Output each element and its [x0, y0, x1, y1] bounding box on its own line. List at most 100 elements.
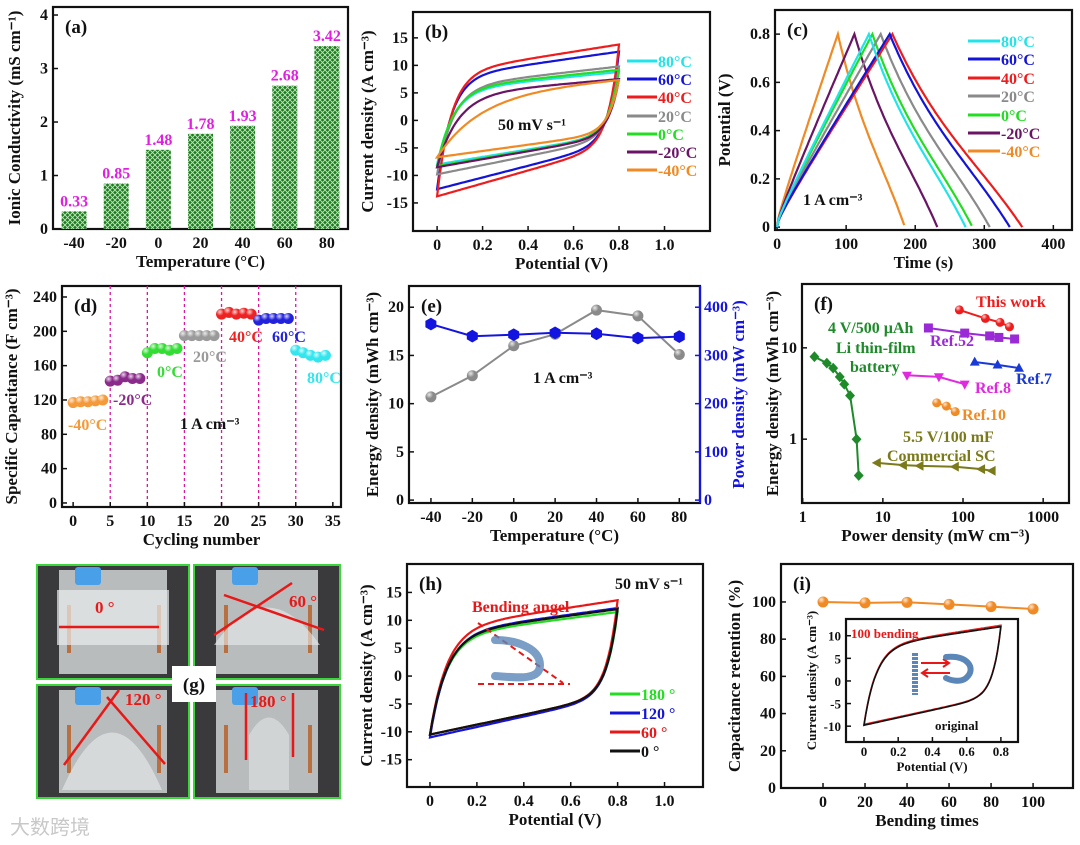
x-tick-label: 1: [799, 509, 807, 526]
annotation: 1 A cm⁻³: [803, 192, 863, 209]
marker-highlight: [282, 312, 294, 324]
x-tick-label: 0.8: [608, 793, 628, 810]
y-axis-label: Ionic Conductivity (mS cm⁻¹): [5, 11, 24, 226]
y-tick-label: 0: [768, 780, 776, 797]
x-tick-label: 100: [951, 509, 975, 526]
legend-label: 120 °: [641, 706, 675, 723]
x-tick-label: -20: [462, 509, 483, 526]
y-axis-label: Current density (A cm⁻³): [357, 584, 376, 766]
y-tick-label: 0.4: [750, 123, 770, 140]
series-label: 40°C: [229, 329, 263, 346]
y-tick-label: 0: [40, 221, 48, 238]
x-axis-label: Potential (V): [896, 759, 967, 774]
y2-tick-label: 100: [704, 444, 728, 461]
bar-value-label: 1.48: [144, 132, 172, 149]
copper-electrode: [67, 725, 71, 773]
series-label: Ref.8: [975, 380, 1011, 397]
data-point-hexagon: [425, 317, 437, 331]
marker-highlight: [995, 317, 1005, 327]
y-tick-label: 3: [40, 61, 48, 78]
bending-photo-3: 180 °: [193, 684, 341, 799]
bending-angle-label: 60 °: [289, 592, 317, 611]
annotation: original: [935, 718, 979, 733]
x-axis-label: Power density (mW cm⁻³): [841, 526, 1030, 545]
annotation: 50 mV s⁻¹: [498, 117, 566, 134]
y-tick-label: -5: [395, 140, 408, 157]
marker-highlight: [954, 305, 964, 315]
y-tick-label: 40: [41, 461, 57, 478]
x-tick-label: 100: [834, 236, 858, 253]
bending-photos-panel: 0 ° 60 ° 120 ° 180 ° (g): [36, 564, 341, 799]
photo-clip: [232, 567, 258, 585]
bar-value-label: 1.78: [187, 116, 215, 133]
legend-label: 60°C: [658, 72, 692, 89]
copper-electrode: [157, 725, 161, 773]
marker-highlight: [859, 597, 871, 609]
y-tick-label: 20: [760, 743, 776, 760]
marker-highlight: [980, 313, 990, 323]
y-tick-label: 120: [33, 392, 57, 409]
bending-angle-label: 180 °: [250, 692, 287, 711]
x-tick-label: 1000: [1027, 509, 1059, 526]
cv-curve: [863, 625, 1002, 727]
legend-label: 180 °: [641, 687, 675, 704]
series-label: Li thin-film: [836, 340, 916, 357]
gcd-curve: [776, 31, 967, 228]
x-tick-label: -40: [420, 509, 441, 526]
panel-label: (f): [814, 294, 833, 315]
y-tick-label: 15: [388, 347, 404, 364]
y-tick-label: 10: [781, 340, 797, 357]
y-tick-label: -15: [381, 752, 402, 769]
y-axis-label: Current density (A cm⁻³): [804, 611, 819, 750]
panel-label: (c): [787, 20, 808, 41]
plot-frame: [407, 284, 702, 505]
y-tick-label: 100: [752, 594, 776, 611]
x-tick-label: 0.4: [924, 744, 941, 759]
y-tick-label: -5: [830, 697, 841, 712]
y-tick-label: 80: [760, 631, 776, 648]
data-point-triangle-left: [986, 465, 996, 476]
bar: [314, 46, 340, 230]
bar: [103, 183, 129, 229]
y-axis-label: Energy density (mWh cm⁻³): [363, 292, 382, 497]
series-label: This work: [976, 294, 1046, 311]
y-tick-label: 60: [760, 668, 776, 685]
marker-highlight: [985, 601, 997, 613]
x-tick-label: 0.4: [514, 793, 534, 810]
y-tick-label: 5: [396, 444, 404, 461]
bending-angle-guide: [477, 622, 570, 685]
data-point-hexagon: [632, 331, 644, 345]
y-tick-label: -5: [389, 696, 402, 713]
x-axis-label: Potential (V): [508, 810, 601, 829]
y-tick-label: 160: [33, 358, 57, 375]
copper-electrode: [224, 725, 228, 773]
data-point-diamond: [821, 357, 832, 369]
marker-highlight: [591, 304, 603, 316]
angle-guide-line: [62, 689, 166, 766]
series-label: Ref.52: [930, 333, 974, 350]
series-label: -40°C: [68, 417, 107, 434]
y-tick-label: -10: [824, 719, 841, 734]
marker-highlight: [1004, 322, 1014, 332]
data-point-diamond: [845, 390, 855, 401]
y-tick-label: -10: [387, 167, 408, 184]
x-tick-label: 1.0: [655, 237, 675, 254]
y-tick-label: 10: [392, 57, 408, 74]
legend-label: -20°C: [1001, 126, 1040, 143]
series-line: [958, 308, 1010, 328]
x-tick-label: 400: [1041, 236, 1065, 253]
y2-tick-label: 200: [704, 396, 728, 413]
legend-label: -20°C: [658, 145, 697, 162]
x-tick-label: 0: [510, 509, 518, 526]
y2-axis-label: Power density (mW cm⁻³): [729, 300, 748, 489]
y-tick-label: 0: [400, 112, 408, 129]
gcd-curve: [776, 31, 1011, 228]
x-tick-label: 35: [325, 513, 341, 530]
data-point-diamond: [839, 378, 850, 390]
legend-label: 0 °: [641, 744, 659, 761]
panel-label: (b): [425, 22, 448, 43]
y-tick-label: 240: [33, 289, 57, 306]
data-point-hexagon: [508, 328, 520, 341]
x-tick-label: 60: [630, 509, 646, 526]
series-label: 80°C: [307, 370, 341, 387]
